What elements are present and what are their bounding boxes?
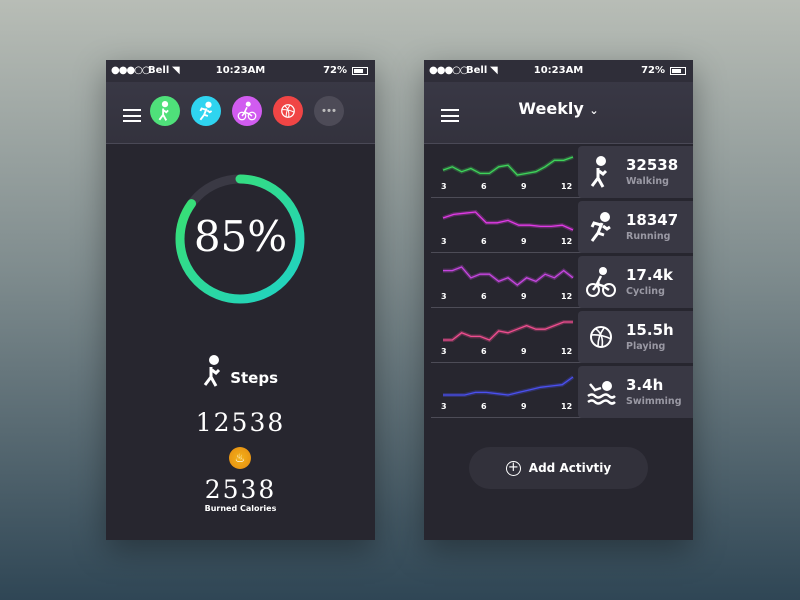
activity-stat-card: 18347 Running xyxy=(578,201,693,253)
activity-stat-card: 32538 Walking xyxy=(578,146,693,198)
sparkline xyxy=(442,209,574,232)
activity-value: 18347 xyxy=(626,211,679,229)
activity-stat-card: 3.4h Swimming xyxy=(578,366,693,418)
running-icon xyxy=(590,212,611,242)
x-tick: 6 xyxy=(481,182,487,191)
activity-row-swimming[interactable]: 3 6 9 12 3.4h Swimming xyxy=(431,365,693,418)
x-tick: 6 xyxy=(481,347,487,356)
carrier: Bell xyxy=(466,65,488,76)
chevron-down-icon: ⌄ xyxy=(589,104,599,117)
sparkline xyxy=(443,320,573,343)
activity-value: 3.4h xyxy=(626,376,664,394)
activity-value: 32538 xyxy=(626,156,679,174)
add-activity-button[interactable]: + Add Activtiy xyxy=(469,447,648,489)
carrier: Bell xyxy=(148,65,170,76)
wifi-icon: ◥ xyxy=(490,65,498,76)
walking-icon xyxy=(203,355,221,387)
battery-icon xyxy=(352,67,368,75)
sparkline xyxy=(443,375,575,398)
x-tick: 9 xyxy=(521,292,527,301)
x-tick: 12 xyxy=(561,237,573,246)
walking-icon xyxy=(158,101,169,121)
x-tick: 12 xyxy=(561,182,573,191)
battery-percent: 72% xyxy=(641,65,665,76)
header: Weekly ⌄ xyxy=(424,82,693,144)
basketball-icon xyxy=(281,104,295,118)
activity-row-cycling[interactable]: 3 6 9 12 17.4k Cycling xyxy=(431,255,693,308)
x-tick: 3 xyxy=(441,347,447,356)
x-tick: 3 xyxy=(441,182,447,191)
progress-ring xyxy=(175,174,305,304)
x-tick: 6 xyxy=(481,292,487,301)
weekly-screen: ●●●○○ Bell ◥ 10:23AM 72% Weekly ⌄ 3 6 9 12 … xyxy=(424,60,693,540)
more-icon xyxy=(322,108,336,112)
x-tick: 12 xyxy=(561,347,573,356)
period-dropdown[interactable]: Weekly ⌄ xyxy=(424,99,693,118)
signal-icon: ●●●○○ xyxy=(111,65,151,76)
menu-icon[interactable] xyxy=(441,109,459,122)
activity-label: Swimming xyxy=(626,396,682,407)
x-tick: 3 xyxy=(441,237,447,246)
x-tick: 3 xyxy=(441,292,447,301)
plus-icon: + xyxy=(505,460,521,476)
activity-stat-card: 15.5h Playing xyxy=(578,311,693,363)
x-tick: 12 xyxy=(561,402,573,411)
activity-label: Cycling xyxy=(626,286,665,297)
x-tick: 3 xyxy=(441,402,447,411)
status-bar: ●●●○○ Bell ◥ 10:23AM 72% xyxy=(106,60,375,82)
x-tick: 9 xyxy=(521,182,527,191)
signal-icon: ●●●○○ xyxy=(429,65,469,76)
steps-label: Steps xyxy=(230,369,279,387)
activity-label: Playing xyxy=(626,341,666,352)
activity-running-button[interactable] xyxy=(191,96,221,126)
battery-percent: 72% xyxy=(323,65,347,76)
calories-label: Burned Calories xyxy=(204,504,277,513)
add-activity-label: Add Activtiy xyxy=(528,461,612,475)
activity-summary-screen: ●●●○○ Bell ◥ 10:23AM 72% 85% Steps 12538… xyxy=(106,60,375,540)
basketball-icon xyxy=(590,326,612,348)
activity-playing-button[interactable] xyxy=(273,96,303,126)
sparkline xyxy=(443,264,575,288)
calories-value: 2538 xyxy=(204,475,277,504)
x-tick: 9 xyxy=(521,237,527,246)
x-tick: 6 xyxy=(481,237,487,246)
activity-value: 17.4k xyxy=(626,266,673,284)
running-icon xyxy=(199,101,213,121)
activity-row-walking[interactable]: 3 6 9 12 32538 Walking xyxy=(431,145,693,198)
activity-label: Running xyxy=(626,231,671,242)
activity-row-running[interactable]: 3 6 9 12 18347 Running xyxy=(431,200,693,253)
activity-value: 15.5h xyxy=(626,321,674,339)
activity-stat-card: 17.4k Cycling xyxy=(578,256,693,308)
sparkline xyxy=(442,155,574,178)
activity-cycling-button[interactable] xyxy=(232,96,262,126)
activity-walking-button[interactable] xyxy=(150,96,180,126)
x-tick: 6 xyxy=(481,402,487,411)
wifi-icon: ◥ xyxy=(172,65,180,76)
x-tick: 12 xyxy=(561,292,573,301)
battery-icon xyxy=(670,67,686,75)
walking-icon xyxy=(590,156,608,188)
steps-heading: Steps xyxy=(106,355,375,389)
status-bar: ●●●○○ Bell ◥ 10:23AM 72% xyxy=(424,60,693,82)
clock: 10:23AM xyxy=(533,65,584,76)
x-tick: 9 xyxy=(521,347,527,356)
x-tick: 9 xyxy=(521,402,527,411)
period-label: Weekly xyxy=(518,99,584,118)
cycling-icon xyxy=(237,101,257,121)
flame-icon: ♨ xyxy=(229,447,251,469)
clock: 10:23AM xyxy=(215,65,266,76)
steps-value: 12538 xyxy=(195,408,286,437)
header xyxy=(106,82,375,144)
activity-row-playing[interactable]: 3 6 9 12 15.5h Playing xyxy=(431,310,693,363)
cycling-icon xyxy=(586,267,616,297)
menu-icon[interactable] xyxy=(123,109,141,122)
swimming-icon xyxy=(587,381,616,405)
activity-more-button[interactable] xyxy=(314,96,344,126)
activity-label: Walking xyxy=(626,176,669,187)
progress-percent: 85% xyxy=(193,212,288,261)
